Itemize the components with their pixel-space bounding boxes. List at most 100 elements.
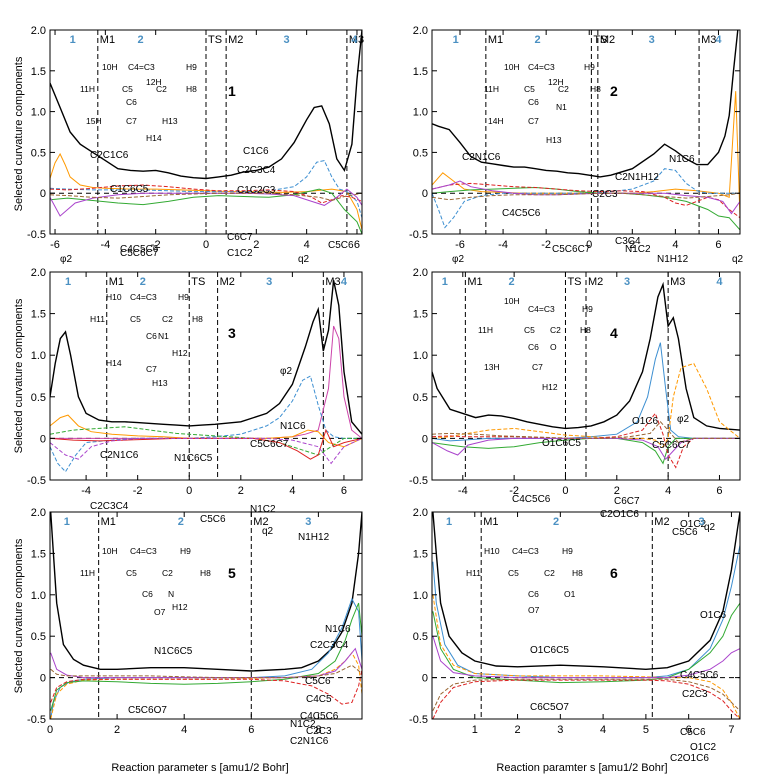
- y-tick-label: 1.0: [413, 107, 428, 119]
- panel-4: M1 TS M2 M3 1 2 3 4 -0.5 0 0.5 1.0 1.5 2.0 -4 -2 0 2 4 6 4 10…: [409, 267, 741, 538]
- structure-atom: C6: [146, 331, 157, 341]
- panel-1: M1 TS M2 M31 2 3 4-0.500.51.01.52.0-6 -4 -2 0 2 4 61…: [27, 25, 364, 265]
- y-tick-label: 0.5: [31, 147, 46, 159]
- series-group: [50, 30, 362, 234]
- region-label: 1: [446, 516, 452, 528]
- divider-label: M2: [588, 276, 603, 288]
- series-magenta: [50, 325, 362, 439]
- structure-atom: C7: [532, 362, 543, 372]
- region-label: 1: [442, 276, 448, 288]
- x-tick-label: 1: [472, 724, 478, 736]
- x-tick-label: 0: [562, 485, 568, 497]
- annotation-label: O1C6C5: [530, 645, 569, 656]
- series-group: [432, 512, 740, 719]
- structure-atom: 11H: [484, 84, 499, 94]
- region-label: 3: [266, 276, 272, 288]
- divider-label: M1: [109, 276, 124, 288]
- annotation-label: C6C7: [614, 496, 640, 507]
- series-brown: [432, 421, 740, 444]
- annotation-label: N1C6: [325, 624, 351, 635]
- x-tick-label: 0: [47, 724, 53, 736]
- divider-label: M1: [483, 516, 498, 528]
- structure-atom: C4=C3: [130, 292, 157, 302]
- structure-atom: H12: [172, 602, 188, 612]
- annotation-label: φ2: [60, 254, 72, 265]
- series-brown: [50, 192, 362, 202]
- x-tick-label: -6: [50, 239, 60, 251]
- series-group: [432, 30, 740, 231]
- structure-atom: C2: [558, 84, 569, 94]
- region-label: 2: [509, 276, 515, 288]
- series-purple: [432, 437, 740, 461]
- structure-atom: H11: [90, 314, 105, 324]
- structure-atom: C5: [130, 314, 141, 324]
- x-axis-label-right: Reaction paramter s [amu1/2 Bohr]: [496, 762, 667, 774]
- structure-atom: H12: [542, 382, 558, 392]
- annotation-label: C2C3: [306, 726, 332, 737]
- annotation-label: C2C3C4: [90, 501, 129, 512]
- structure-atom: C6: [528, 589, 539, 599]
- panel-number: 1: [228, 83, 236, 99]
- x-tick-label: 4: [289, 485, 295, 497]
- annotation-label: C2C3: [592, 189, 618, 200]
- plot-frame: [49, 511, 363, 720]
- structure-atom: 15H: [86, 116, 102, 126]
- x-tick-label: 2: [253, 239, 259, 251]
- region-label: 4: [341, 276, 348, 288]
- annotation-label: N1C2: [290, 719, 316, 730]
- structure-atom: H14: [106, 358, 122, 368]
- series-curvature: [50, 512, 362, 672]
- annotation-label: N1C6C5: [154, 646, 193, 657]
- x-tick-label: -2: [151, 239, 161, 251]
- annotation-label: C4C5: [306, 694, 332, 705]
- series-red: [432, 412, 740, 469]
- y-tick-label: -0.5: [27, 475, 46, 487]
- plot-frame: [431, 511, 741, 720]
- annotation-label: C4C5C6: [300, 711, 339, 722]
- structure-atom: C2: [544, 568, 555, 578]
- annotation-label: C2N1C6: [290, 736, 329, 747]
- x-tick-label: 2: [514, 724, 520, 736]
- annotation-label: O1C6C5: [542, 438, 581, 449]
- series-blue: [432, 168, 740, 229]
- structure-atom: C2: [162, 568, 173, 578]
- x-tick-label: 8: [315, 724, 321, 736]
- annotation-label: C3C4: [615, 236, 641, 247]
- series-green: [50, 188, 362, 234]
- structure-atom: C2: [162, 314, 173, 324]
- region-label: 3: [649, 34, 655, 46]
- annotation-label: C4C5C6: [512, 494, 551, 505]
- structure-atom: C2: [550, 325, 561, 335]
- region-label: 3: [624, 276, 630, 288]
- annotation-label: N1C6C5: [174, 453, 213, 464]
- structure-atom: O7: [154, 607, 166, 617]
- structure-atom: H8: [580, 325, 591, 335]
- y-tick-label: 0: [422, 433, 428, 445]
- x-tick-label: 2: [114, 724, 120, 736]
- structure-atom: C7: [126, 116, 137, 126]
- region-label: 2: [534, 34, 540, 46]
- series-curvature: [432, 30, 739, 178]
- series-blue: [432, 342, 740, 442]
- y-tick-label: -0.5: [409, 229, 428, 241]
- annotation-label: C1C2C3: [237, 185, 276, 196]
- divider-label: M1: [488, 34, 503, 46]
- divider-label: M3: [701, 34, 716, 46]
- structure-atom: C4=C3: [528, 304, 555, 314]
- series-purple: [432, 180, 740, 215]
- annotation-label: q2: [704, 522, 716, 533]
- region-label: 3: [698, 516, 704, 528]
- structure-atom: H14: [146, 133, 162, 143]
- structure-atom: C5: [508, 568, 519, 578]
- structure-atom: C6: [528, 97, 539, 107]
- structure-atom: N1: [556, 102, 567, 112]
- x-tick-label: -2: [509, 485, 519, 497]
- structure-atom: H11: [466, 568, 481, 578]
- region-label: 3: [283, 34, 289, 46]
- annotation-label: N1C6: [669, 154, 695, 165]
- series-purple: [432, 636, 740, 679]
- structure-atom: H13: [546, 135, 562, 145]
- annotation-label: C2N1C6: [462, 152, 501, 163]
- annotation-label: C4C5C6: [120, 244, 159, 255]
